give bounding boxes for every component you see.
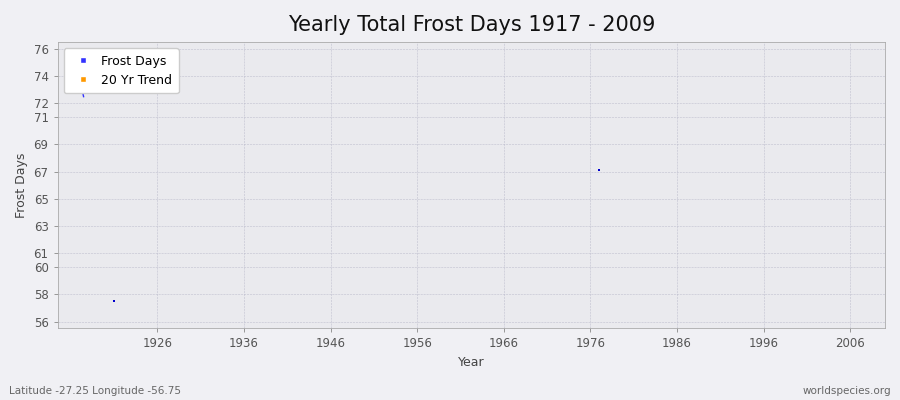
Legend: Frost Days, 20 Yr Trend: Frost Days, 20 Yr Trend xyxy=(64,48,178,93)
Title: Yearly Total Frost Days 1917 - 2009: Yearly Total Frost Days 1917 - 2009 xyxy=(288,15,655,35)
Point xyxy=(107,298,122,304)
X-axis label: Year: Year xyxy=(458,356,484,369)
Text: Latitude -27.25 Longitude -56.75: Latitude -27.25 Longitude -56.75 xyxy=(9,386,181,396)
Point xyxy=(592,167,607,174)
Text: worldspecies.org: worldspecies.org xyxy=(803,386,891,396)
Y-axis label: Frost Days: Frost Days xyxy=(15,152,28,218)
